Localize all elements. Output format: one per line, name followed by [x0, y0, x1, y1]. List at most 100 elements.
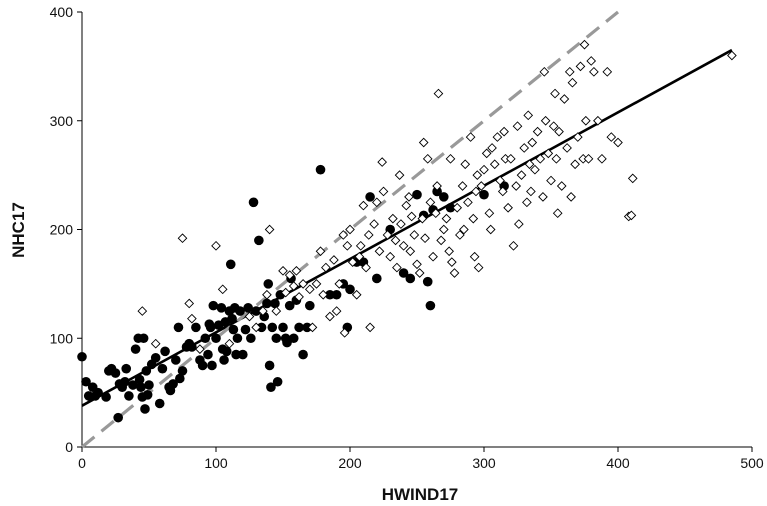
scatter-point-diamond [562, 143, 572, 153]
scatter-point-diamond [566, 192, 576, 202]
scatter-point-diamond [412, 259, 422, 270]
scatter-point-filled [298, 349, 308, 360]
scatter-point-diamond [583, 153, 594, 164]
scatter-point-filled [225, 259, 236, 270]
scatter-point-filled [345, 284, 355, 295]
scatter-point-diamond [374, 246, 385, 257]
scatter-point-filled [425, 300, 436, 311]
scatter-point-filled [205, 322, 216, 333]
scatter-point-filled [124, 391, 134, 401]
scatter-point-filled [136, 382, 146, 392]
scatter-point-diamond [516, 170, 527, 180]
scatter-point-filled [267, 322, 278, 333]
scatter-point-diamond [581, 115, 591, 126]
scatter-point-diamond [535, 153, 546, 164]
scatter-point-diamond [325, 311, 335, 322]
scatter-point-filled [101, 392, 111, 402]
scatter-point-diamond [471, 186, 481, 197]
scatter-point-filled [272, 376, 283, 387]
scatter-point-diamond [455, 230, 465, 240]
scatter-point-filled [113, 412, 123, 423]
scatter-point-diamond [150, 338, 161, 349]
scatter-point-filled [187, 342, 197, 352]
scatter-point-filled [325, 289, 335, 300]
scatter-point-diamond [377, 157, 387, 167]
scatter-point-diamond [487, 143, 497, 153]
scatter-point-diamond [339, 327, 350, 338]
scatter-point-diamond [550, 88, 560, 99]
scatter-point-filled [231, 349, 241, 360]
scatter-point-diamond [519, 143, 530, 153]
scatter-point-filled [278, 322, 288, 333]
scatter-point-filled [243, 303, 253, 313]
scatter-point-filled [208, 300, 219, 311]
scatter-point-filled [422, 276, 433, 287]
scatter-point-diamond [428, 251, 438, 262]
scatter-point-diamond [499, 126, 509, 137]
scatter-point-diamond [546, 175, 556, 186]
scatter-point-diamond [342, 240, 353, 251]
scatter-point-diamond [626, 210, 637, 221]
scatter-point-filled [254, 235, 264, 246]
scatter-point-diamond [575, 61, 586, 72]
x-tick-label: 500 [740, 455, 764, 471]
scatter-point-diamond [436, 235, 446, 246]
axes: 0 100 200 300 400 500 0 100 200 300 400 [50, 4, 764, 471]
scatter-point-diamond [334, 279, 345, 289]
scatter-point-filled [130, 344, 141, 354]
scatter-point-diamond [417, 213, 428, 224]
scatter-point-filled [110, 368, 121, 378]
scatter-point-diamond [409, 230, 420, 240]
x-tick-label: 200 [338, 455, 362, 471]
scatter-point-filled [191, 322, 201, 333]
scatter-point-filled [77, 351, 87, 362]
scatter-point-diamond [414, 268, 425, 278]
scatter-point-diamond [369, 219, 379, 229]
scatter-point-filled [171, 355, 181, 365]
scatter-point-filled [284, 300, 295, 311]
scatter-point-diamond [438, 224, 449, 235]
scatter-point-filled [372, 273, 382, 284]
scatter-point-filled [445, 202, 456, 213]
scatter-point-diamond [530, 164, 540, 175]
scatter-point-diamond [318, 289, 329, 300]
scatter-point-diamond [602, 66, 613, 77]
scatter-point-filled [160, 346, 170, 357]
scatter-point-filled [216, 303, 227, 313]
scatter-point-diamond [385, 251, 396, 262]
scatter-point-diamond [511, 181, 521, 191]
scatter-point-diamond [484, 208, 495, 219]
scatter-point-diamond [447, 257, 457, 267]
scatter-point-filled [412, 189, 422, 200]
regression-line [81, 48, 733, 407]
scatter-point-filled [168, 379, 178, 389]
scatter-point-diamond [404, 192, 414, 202]
scatter-point-diamond [468, 213, 479, 224]
scatter-point-diamond [355, 240, 366, 251]
scatter-point-diamond [552, 208, 563, 219]
scatter-point-diamond [727, 50, 737, 61]
scatter-point-diamond [137, 306, 148, 316]
scatter-point-filled [331, 289, 342, 300]
scatter-point-diamond [472, 170, 483, 180]
scatter-point-filled [263, 279, 274, 289]
scatter-point-filled [432, 186, 442, 197]
scatter-point-diamond [527, 137, 538, 148]
scatter-point-filled [219, 355, 229, 365]
scatter-point-diamond [540, 115, 551, 126]
scatter-point-filled [121, 363, 132, 374]
scatter-point-diamond [551, 153, 562, 164]
scatter-point-diamond [473, 262, 484, 273]
scatter-point-diamond [613, 137, 623, 148]
y-tick-label: 0 [65, 439, 73, 455]
scatter-point-filled [235, 306, 245, 316]
scatter-point-diamond [495, 175, 505, 186]
scatter-point-diamond [405, 246, 416, 257]
scatter-point-diamond [390, 235, 401, 246]
scatter-point-diamond [457, 181, 468, 191]
scatter-point-diamond [345, 224, 355, 235]
scatter-point-diamond [433, 88, 444, 99]
scatter-point-diamond [479, 164, 489, 175]
scatter-point-filled [141, 366, 152, 376]
scatter-point-diamond [589, 66, 599, 77]
